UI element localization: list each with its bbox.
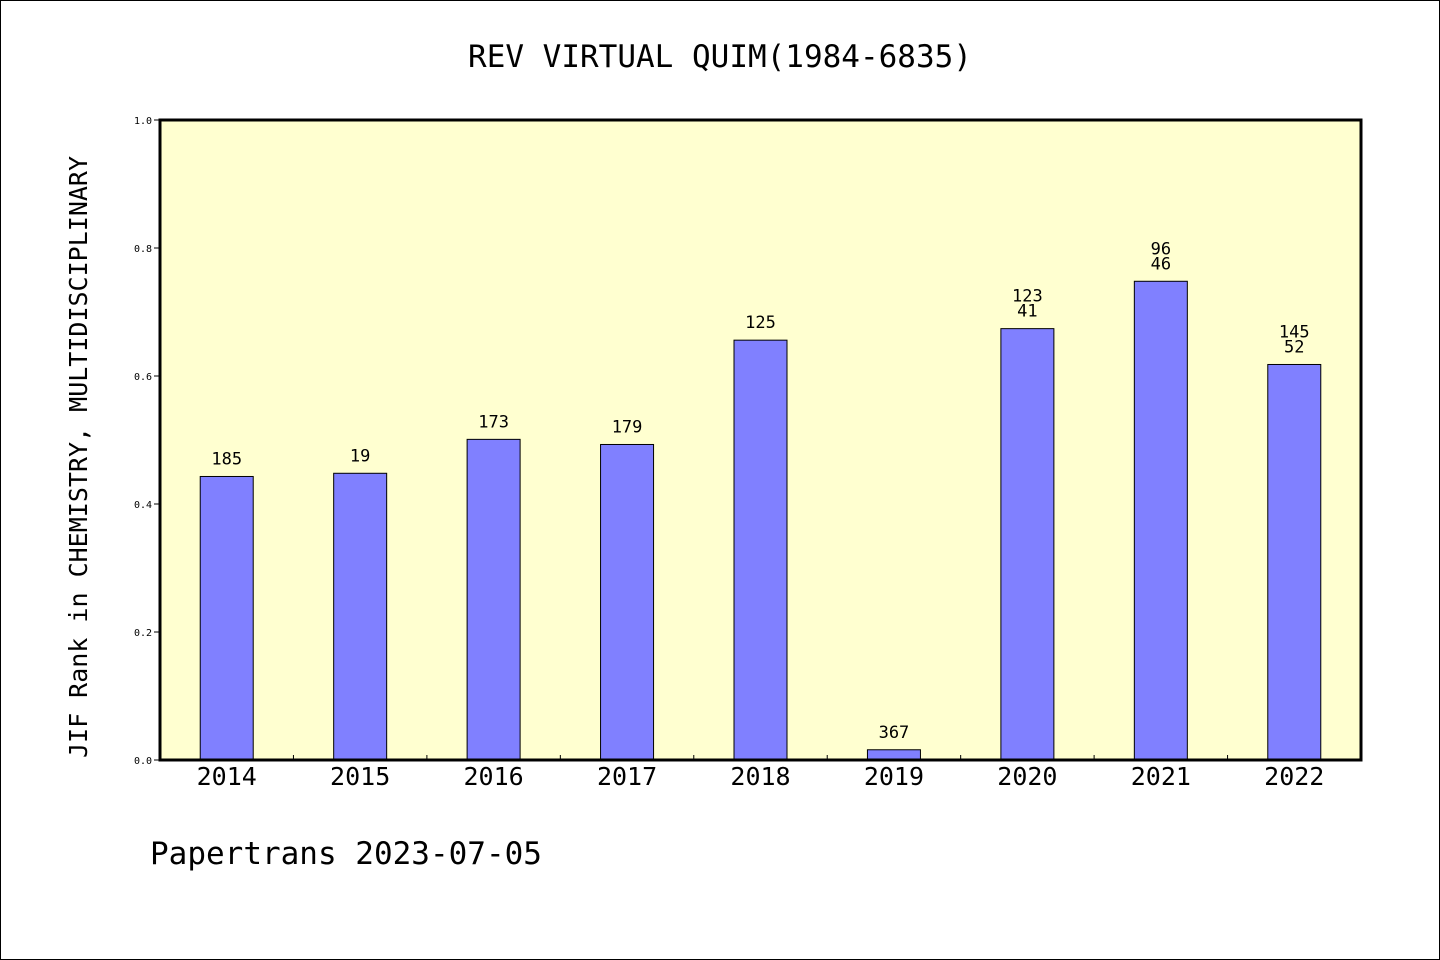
bar-2015 (333, 472, 388, 761)
x-tick-label-2021: 2021 (1131, 762, 1191, 791)
y-tick-label-0.4: 0.4 (134, 500, 152, 511)
bar-2021 (1133, 280, 1188, 761)
data-label-2014-1: 185 (211, 449, 242, 469)
data-label-2022-1: 145 (1279, 322, 1310, 342)
y-tick-label-0.0: 0.0 (134, 756, 152, 767)
data-label-2022-2: 52 (1284, 337, 1304, 357)
x-tick-label-2018: 2018 (730, 762, 790, 791)
data-label-2021-1: 96 (1151, 239, 1171, 259)
bar-2022 (1267, 363, 1322, 761)
data-label-2020-1: 123 (1012, 287, 1043, 307)
x-tick-label-2016: 2016 (464, 762, 524, 791)
y-axis-label: JIF Rank in CHEMISTRY, MULTIDISCIPLINARY (64, 156, 93, 758)
x-tick-label-2014: 2014 (197, 762, 257, 791)
data-label-2017-1: 179 (612, 417, 643, 437)
chart-title: REV VIRTUAL QUIM(1984-6835) (468, 39, 972, 75)
y-tick-label-0.8: 0.8 (134, 244, 152, 255)
x-tick-label-2017: 2017 (597, 762, 657, 791)
y-tick-label-0.2: 0.2 (134, 628, 152, 639)
bar-2016 (466, 438, 521, 761)
data-label-2016-1: 173 (478, 412, 509, 432)
x-tick-label-2019: 2019 (864, 762, 924, 791)
x-tick-label-2020: 2020 (997, 762, 1057, 791)
x-tick-label-2015: 2015 (330, 762, 390, 791)
bar-2017 (600, 443, 655, 761)
data-label-2020-2: 41 (1017, 302, 1037, 322)
y-tick-label-1.0: 1.0 (134, 116, 152, 127)
bar-2014 (199, 475, 254, 761)
bar-2020 (1000, 328, 1055, 761)
bar-2018 (733, 339, 788, 761)
data-label-2015-1: 19 (350, 446, 370, 466)
data-label-2021-2: 46 (1151, 254, 1171, 274)
y-tick-label-0.6: 0.6 (134, 372, 152, 383)
data-label-2019-1: 367 (879, 723, 910, 743)
bar-2019 (866, 749, 921, 761)
footer-credit: Papertrans 2023-07-05 (150, 836, 542, 872)
data-label-2018-1: 125 (745, 313, 776, 333)
x-tick-label-2022: 2022 (1264, 762, 1324, 791)
plot-border (158, 118, 1363, 762)
